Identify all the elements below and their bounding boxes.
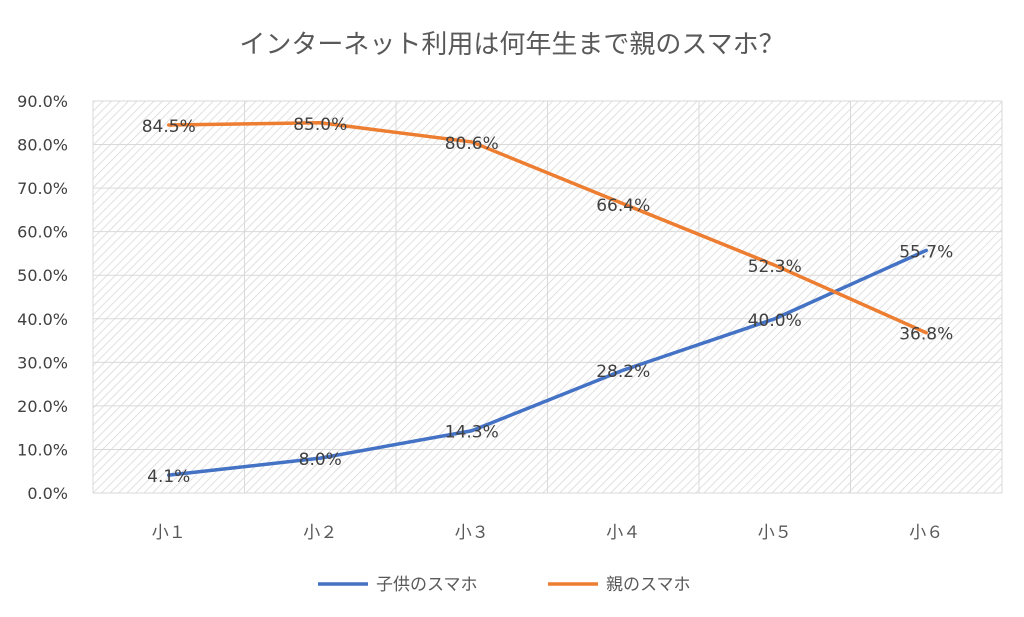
legend: 子供のスマホ 親のスマホ xyxy=(318,575,691,595)
series-lines xyxy=(167,121,928,477)
legend-label: 親のスマホ xyxy=(606,575,691,595)
data-label: 66.4% xyxy=(596,196,650,216)
y-tick-label: 40.0% xyxy=(17,310,68,329)
data-label: 55.7% xyxy=(899,242,953,262)
data-label: 80.6% xyxy=(445,134,499,154)
data-label: 52.3% xyxy=(748,257,802,277)
x-tick-label: 小６ xyxy=(909,523,943,543)
data-label: 36.8% xyxy=(899,325,953,345)
y-tick-label: 50.0% xyxy=(17,266,68,285)
data-label: 4.1% xyxy=(147,467,190,487)
gridlines xyxy=(92,100,1003,494)
data-label: 14.3% xyxy=(445,423,499,443)
data-label: 28.2% xyxy=(596,362,650,382)
series-line xyxy=(167,121,928,335)
x-tick-label: 小２ xyxy=(303,523,337,543)
y-tick-label: 90.0% xyxy=(17,92,68,111)
x-tick-label: 小４ xyxy=(606,523,640,543)
x-tick-label: 小５ xyxy=(758,523,792,543)
data-label: 85.0% xyxy=(293,115,347,135)
y-tick-label: 0.0% xyxy=(27,484,68,503)
y-tick-label: 60.0% xyxy=(17,223,68,242)
data-labels: 4.1% 8.0% 14.3% 28.2% 40.0% 55.7% 84.5% 85.0% 80… xyxy=(142,115,954,487)
legend-label: 子供のスマホ xyxy=(376,575,478,595)
y-tick-label: 20.0% xyxy=(17,397,68,416)
x-tick-label: 小１ xyxy=(152,523,186,543)
y-tick-label: 10.0% xyxy=(17,440,68,459)
x-axis: 小１ 小２ 小３ 小４ 小５ 小６ xyxy=(152,523,944,543)
y-tick-label: 30.0% xyxy=(17,353,68,372)
data-label: 8.0% xyxy=(299,450,342,470)
chart-title: インターネット利用は何年生まで親のスマホ？ xyxy=(239,30,784,60)
data-label: 40.0% xyxy=(748,311,802,331)
y-tick-label: 70.0% xyxy=(17,179,68,198)
series-line xyxy=(167,248,928,477)
y-tick-label: 80.0% xyxy=(17,136,68,155)
y-axis: 0.0% 10.0% 20.0% 30.0% 40.0% 50.0% 60.0% 70.0% 8… xyxy=(17,92,68,503)
data-label: 84.5% xyxy=(142,117,196,137)
x-tick-label: 小３ xyxy=(455,523,489,543)
